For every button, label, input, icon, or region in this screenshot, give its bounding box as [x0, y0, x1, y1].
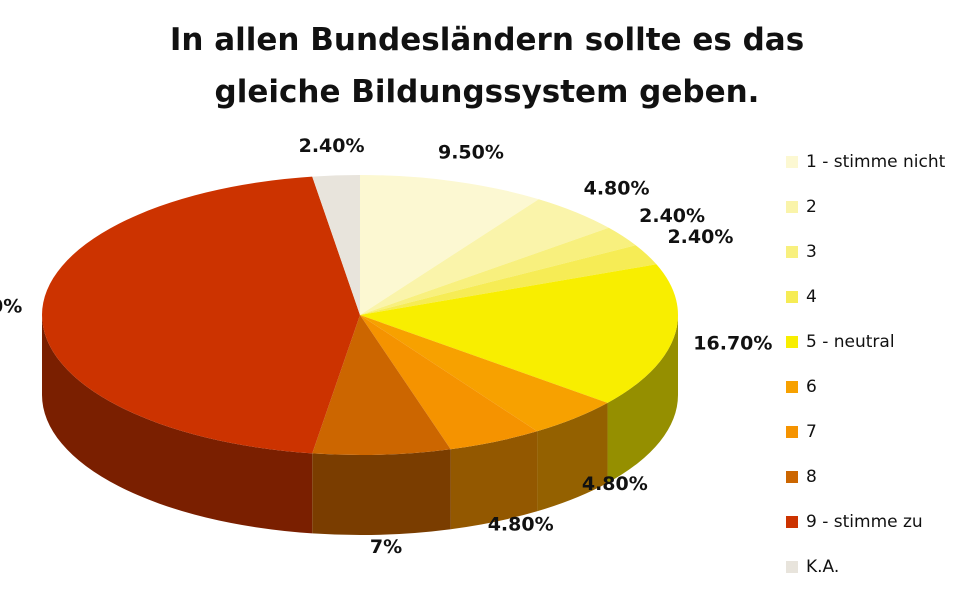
slice-side: [42, 315, 313, 534]
legend-label: 3: [806, 242, 817, 262]
slice: [360, 199, 609, 315]
slice: [360, 245, 657, 315]
data-label: 4.80%: [582, 473, 648, 495]
legend-label: 7: [806, 422, 817, 442]
legend-swatch: [786, 336, 798, 348]
data-label: 4.80%: [584, 177, 650, 199]
legend-swatch: [786, 516, 798, 528]
legend-swatch: [786, 246, 798, 258]
legend-swatch: [786, 201, 798, 213]
data-label: 2.40%: [299, 135, 365, 157]
legend-label: 2: [806, 197, 817, 217]
slice: [360, 175, 539, 315]
legend-label: 8: [806, 467, 817, 487]
legend-swatch: [786, 156, 798, 168]
legend-swatch: [786, 426, 798, 438]
slice: [360, 315, 538, 450]
slice: [312, 315, 451, 455]
legend-label: 9 - stimme zu: [806, 512, 923, 532]
legend-label: K.A.: [806, 557, 839, 577]
legend-label: 1 - stimme nicht: [806, 152, 946, 172]
legend-label: 6: [806, 377, 817, 397]
data-label: 16.70%: [693, 332, 772, 354]
data-label: 45.20%: [0, 296, 22, 318]
slice: [312, 175, 360, 315]
slice: [360, 227, 636, 315]
data-label: 2.40%: [639, 205, 705, 227]
chart-title: In allen Bundesländern sollte es das gle…: [169, 22, 805, 110]
slice: [41, 176, 360, 454]
legend-swatch: [786, 561, 798, 573]
data-label: 2.40%: [667, 226, 733, 248]
slice-side: [607, 315, 678, 483]
legend-label: 5 - neutral: [806, 332, 895, 352]
slice-side: [450, 431, 538, 530]
legend-swatch: [786, 381, 798, 393]
slice: [360, 264, 678, 403]
data-label: 9.50%: [438, 142, 504, 164]
legend-label: 4: [806, 287, 817, 307]
data-label: 4.80%: [488, 514, 554, 536]
legend-swatch: [786, 291, 798, 303]
slice-side: [537, 402, 608, 512]
data-label: 7%: [370, 536, 402, 558]
legend-swatch: [786, 471, 798, 483]
slice: [360, 315, 608, 432]
slice-side: [312, 449, 451, 535]
